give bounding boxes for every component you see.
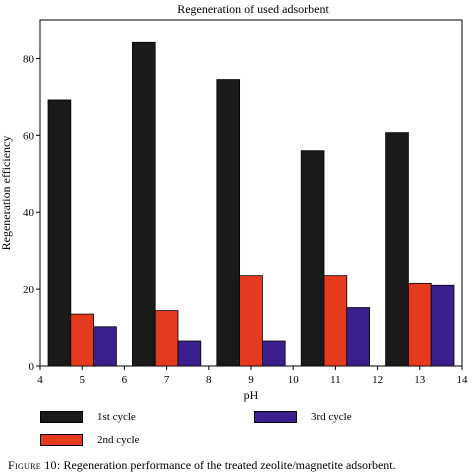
y-axis-label: Regeneration efficiency (0, 136, 13, 251)
x-tick-label: 12 (372, 374, 383, 386)
x-axis-label: pH (244, 388, 259, 402)
legend-label-2nd-cycle: 2nd cycle (97, 434, 140, 446)
x-tick-label: 10 (288, 374, 300, 386)
bar-3rd-cycle-ph-9 (261, 340, 286, 367)
x-tick-label: 9 (248, 374, 254, 386)
y-tick-label: 0 (29, 361, 35, 373)
legend-swatch-1st-cycle (40, 411, 83, 423)
chart-title: Regeneration of used adsorbent (177, 2, 329, 16)
legend-swatch-2nd-cycle (40, 434, 83, 446)
x-tick-label: 5 (79, 374, 85, 386)
bar-1st-cycle-ph-7 (132, 41, 156, 367)
bar-3rd-cycle-ph-7 (177, 340, 202, 367)
bar-2nd-cycle-ph-5 (70, 313, 94, 367)
x-tick-label: 7 (164, 374, 170, 386)
bar-1st-cycle-ph-5 (47, 99, 72, 367)
x-tick-label: 6 (122, 374, 128, 386)
bar-3rd-cycle-ph-13 (430, 284, 455, 367)
bar-3rd-cycle-ph-11 (346, 307, 370, 367)
x-tick-label: 8 (206, 374, 212, 386)
bar-1st-cycle-ph-11 (300, 150, 325, 367)
legend-item-1st-cycle: 1st cycle (40, 411, 136, 423)
legend-swatch-3rd-cycle (254, 411, 297, 423)
legend-item-3rd-cycle: 3rd cycle (254, 411, 352, 423)
legend-label-3rd-cycle: 3rd cycle (311, 411, 352, 423)
legend-label-1st-cycle: 1st cycle (97, 411, 136, 423)
bar-chart: Regeneration of used adsorbent 4 5 6 7 8 9 10 1… (0, 2, 469, 402)
x-tick-label: 11 (330, 374, 341, 386)
x-tick-label: 4 (37, 374, 43, 386)
bar-2nd-cycle-ph-7 (154, 310, 179, 367)
bar-2nd-cycle-ph-9 (239, 275, 263, 367)
bar-1st-cycle-ph-9 (216, 79, 241, 367)
x-tick-label: 14 (457, 374, 469, 386)
x-tick-label: 13 (414, 374, 426, 386)
legend-item-2nd-cycle: 2nd cycle (40, 434, 139, 446)
y-tick-label: 20 (23, 284, 35, 296)
bar-3rd-cycle-ph-5 (93, 326, 117, 367)
y-tick-label: 40 (23, 207, 35, 219)
figure-label: Figure 10: (8, 458, 61, 472)
bar-2nd-cycle-ph-13 (408, 282, 432, 367)
y-tick-label: 60 (23, 130, 35, 142)
figure-caption-text: Regeneration performance of the treated … (63, 458, 396, 472)
y-tick-label: 80 (23, 53, 35, 65)
bar-1st-cycle-ph-13 (385, 132, 409, 367)
figure-caption: Figure 10: Regeneration performance of t… (8, 458, 396, 473)
bar-2nd-cycle-ph-11 (323, 275, 348, 367)
